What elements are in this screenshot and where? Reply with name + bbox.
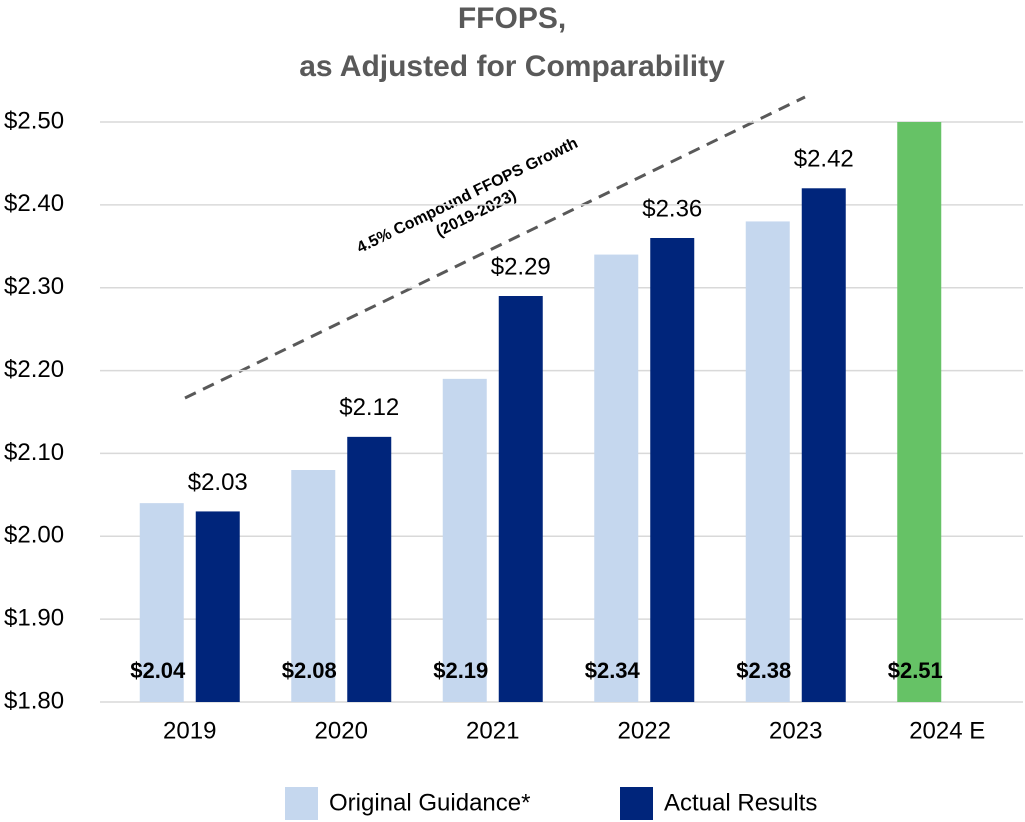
value-label: $2.42 — [794, 146, 854, 173]
bar — [594, 254, 639, 702]
y-tick-label: $2.50 — [4, 107, 64, 134]
bar — [139, 503, 184, 702]
x-tick-label: 2019 — [163, 717, 216, 744]
value-label: $2.19 — [433, 658, 488, 683]
legend-label: Original Guidance* — [329, 789, 530, 816]
x-tick-label: 2023 — [769, 717, 822, 744]
legend-label: Actual Results — [664, 789, 817, 816]
bar — [347, 436, 392, 702]
x-tick-label: 2020 — [315, 717, 368, 744]
y-tick-label: $1.80 — [4, 687, 64, 714]
y-tick-label: $2.30 — [4, 273, 64, 300]
value-labels: $2.04 $2.03 $2.08 $2.12 $2.19 $2.29 $2.34 $2.36… — [130, 146, 943, 683]
bar — [291, 470, 336, 702]
value-label: $2.38 — [736, 658, 791, 683]
y-tick-label: $2.00 — [4, 522, 64, 549]
annotation-text: 4.5% Compound FFOPS Growth — [354, 135, 580, 257]
bar — [650, 238, 695, 702]
x-tick-label: 2021 — [466, 717, 519, 744]
y-tick-label: $2.10 — [4, 439, 64, 466]
value-label: $2.03 — [188, 469, 248, 496]
value-label: $2.12 — [339, 394, 399, 421]
legend: Original Guidance* Actual Results — [285, 787, 817, 820]
bar — [498, 296, 543, 702]
y-tick-label: $1.90 — [4, 604, 64, 631]
plot-area — [139, 122, 942, 702]
value-label: $2.08 — [282, 658, 337, 683]
value-label: $2.36 — [642, 195, 702, 222]
bar — [195, 511, 240, 702]
bar — [745, 221, 790, 702]
value-label: $2.29 — [491, 253, 551, 280]
bar — [801, 188, 846, 702]
chart-title: FFOPS, — [458, 2, 566, 35]
x-tick-label: 2022 — [618, 717, 671, 744]
value-label: $2.04 — [130, 658, 186, 683]
y-tick-label: $2.20 — [4, 356, 64, 383]
bar — [897, 122, 942, 702]
bar — [442, 378, 487, 702]
x-tick-label: 2024 E — [909, 717, 985, 744]
legend-swatch — [620, 787, 653, 820]
y-tick-label: $2.40 — [4, 190, 64, 217]
value-label: $2.51 — [888, 658, 943, 683]
chart-title: as Adjusted for Comparability — [299, 50, 725, 83]
trend-line — [184, 95, 806, 400]
value-label: $2.34 — [585, 658, 641, 683]
legend-swatch — [285, 787, 318, 820]
